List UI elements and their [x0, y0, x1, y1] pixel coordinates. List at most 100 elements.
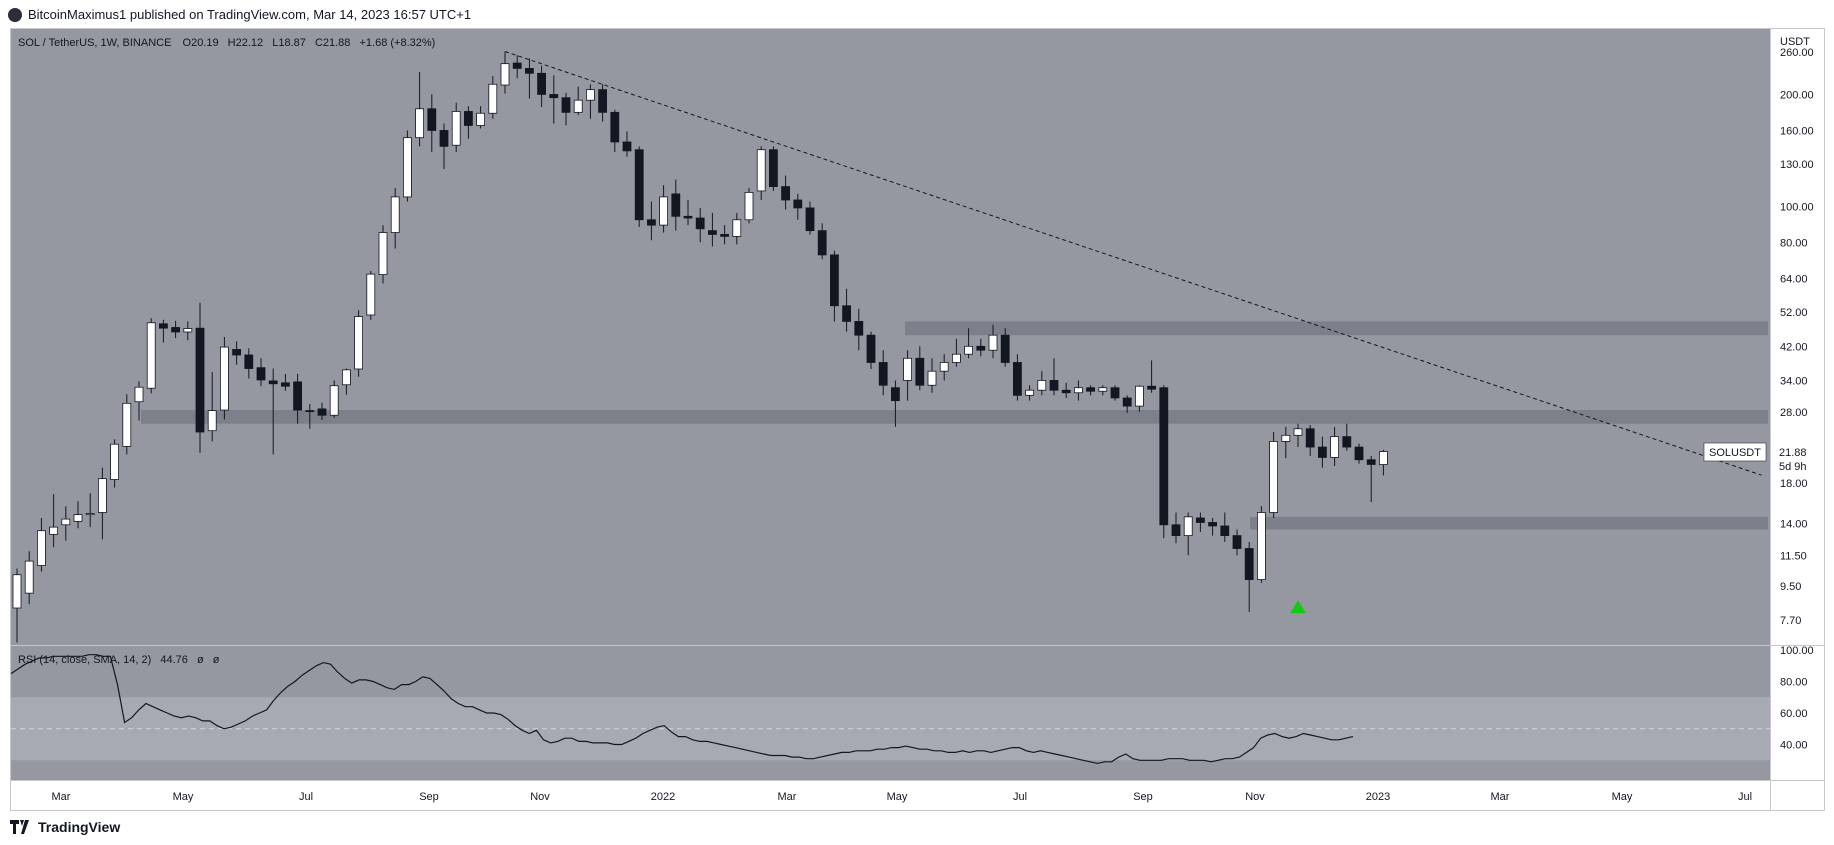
candle — [671, 179, 681, 231]
candle — [134, 381, 144, 421]
candle — [1086, 385, 1095, 396]
candle — [171, 320, 181, 339]
candle-body — [854, 321, 864, 336]
candle — [988, 324, 998, 359]
candle-body — [1318, 446, 1327, 458]
svg-text:RSI (14, close, SMA, 14, 2): RSI (14, close, SMA, 14, 2) 44.76 ø ø — [18, 654, 220, 666]
legend-c-label: C — [315, 37, 323, 49]
candle-body — [24, 560, 34, 594]
candle — [805, 201, 815, 235]
candle — [659, 185, 668, 233]
candle — [1074, 380, 1083, 401]
legend-l-value: 18.87 — [278, 37, 306, 49]
candle-body — [1171, 524, 1181, 536]
price-tick-label: 64.00 — [1780, 273, 1808, 285]
candle — [500, 51, 510, 94]
rsi-legend: RSI (14, close, SMA, 14, 2) 44.76 ø ø — [18, 654, 220, 666]
price-axis-currency: USDT — [1780, 36, 1810, 48]
candle — [280, 373, 290, 391]
candle-body — [1208, 522, 1217, 527]
candle-body — [1196, 517, 1205, 523]
candle-body — [537, 72, 546, 95]
candle-body — [671, 193, 681, 217]
candle-body — [647, 219, 656, 226]
candle — [952, 338, 961, 367]
candle-body — [891, 387, 900, 402]
candle-body — [756, 149, 766, 192]
candle — [683, 199, 693, 226]
publisher-line: BitcoinMaximus1 published on TradingView… — [28, 7, 472, 22]
candle-body — [720, 234, 729, 237]
candle — [488, 76, 498, 119]
rsi-group — [10, 654, 1770, 765]
time-tick-label: May — [887, 791, 908, 803]
price-tick-label: 14.00 — [1780, 519, 1808, 531]
rsi-line — [10, 654, 1354, 765]
candle — [24, 551, 34, 605]
main-legend: SOL / TetherUS, 1W, BINANCE O20.19 H22.1… — [18, 37, 435, 49]
price-tick-label: 18.00 — [1780, 478, 1808, 490]
candle-body — [1354, 446, 1364, 461]
candle-body — [744, 192, 754, 221]
candle-body — [1049, 380, 1059, 391]
rsi-legend-value: 44.76 — [160, 654, 188, 666]
candle-body — [402, 137, 412, 198]
candle-body — [61, 518, 71, 526]
candle — [561, 92, 571, 126]
candle-body — [732, 219, 742, 237]
tradingview-logo-icon — [10, 820, 29, 834]
candle — [939, 354, 949, 381]
candle-body — [549, 94, 559, 99]
candle — [512, 55, 522, 79]
candle-body — [37, 530, 46, 566]
candle — [451, 102, 461, 153]
candle-body — [341, 369, 351, 386]
candle — [73, 501, 83, 529]
candle-body — [1281, 434, 1291, 442]
candle — [110, 439, 119, 488]
candle — [549, 75, 559, 124]
price-tick-label: 28.00 — [1780, 407, 1808, 419]
price-tick-label: 200.00 — [1780, 89, 1814, 101]
candle — [439, 123, 449, 170]
price-tick-label: 7.70 — [1780, 615, 1801, 627]
price-tick-label: 130.00 — [1780, 159, 1814, 171]
candle — [341, 368, 351, 395]
candle — [1049, 358, 1059, 396]
candle — [732, 212, 742, 245]
candle-body — [232, 349, 242, 356]
candle-body — [1366, 459, 1376, 465]
candle-body — [366, 273, 376, 316]
candle — [402, 130, 412, 202]
legend-l-label: L — [272, 37, 278, 49]
candle — [183, 321, 193, 341]
candle — [219, 336, 229, 420]
candle-body — [293, 381, 303, 411]
price-tick-label: 11.50 — [1780, 550, 1807, 562]
candle — [12, 568, 22, 643]
candle — [244, 348, 254, 379]
candle-body — [1257, 512, 1266, 580]
candle — [744, 188, 754, 224]
price-tick-label: 100.00 — [1780, 201, 1814, 213]
candle — [1342, 423, 1352, 451]
candle-body — [598, 89, 607, 113]
candle-body — [634, 149, 644, 221]
candle — [708, 212, 717, 247]
candle — [1171, 512, 1181, 544]
candle — [463, 106, 473, 139]
candle-body — [622, 141, 632, 152]
candle-body — [207, 410, 217, 432]
candle-body — [878, 362, 888, 386]
candle-body — [98, 478, 107, 513]
candle-body — [488, 83, 498, 114]
candle — [268, 368, 278, 455]
candle — [903, 350, 912, 401]
rsi-legend-label: RSI (14, close, SMA, 14, 2) — [18, 654, 151, 666]
candle-body — [500, 63, 510, 86]
candle-body — [378, 232, 388, 276]
candle — [1110, 385, 1120, 401]
candle — [85, 493, 95, 528]
candle — [329, 380, 339, 418]
